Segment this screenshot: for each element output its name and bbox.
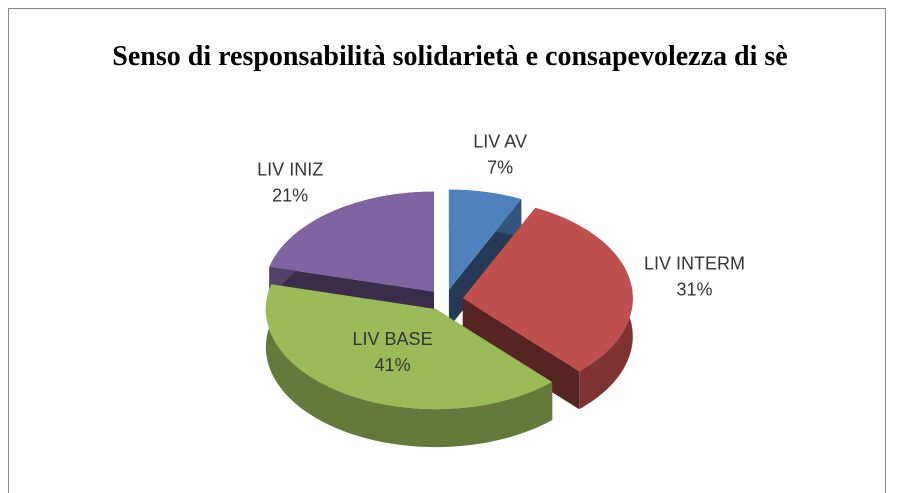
slice-value-label: 41% [375,355,411,375]
slice-label: LIV AV [473,132,527,152]
slice-label: LIV BASE [353,329,433,349]
chart-title: Senso di responsabilità solidarietà e co… [112,41,788,72]
slice [448,189,522,290]
slice-label: LIV INIZ [257,159,323,179]
chart-frame [8,8,886,493]
slice-label: LIV INTERM [644,254,745,274]
slice-value-label: 7% [487,158,513,178]
slice [462,207,633,372]
slice-wall [265,284,553,448]
slice [269,191,434,292]
slice-value-label: 21% [272,185,308,205]
slice-value-label: 31% [676,280,712,300]
slice [265,284,553,410]
